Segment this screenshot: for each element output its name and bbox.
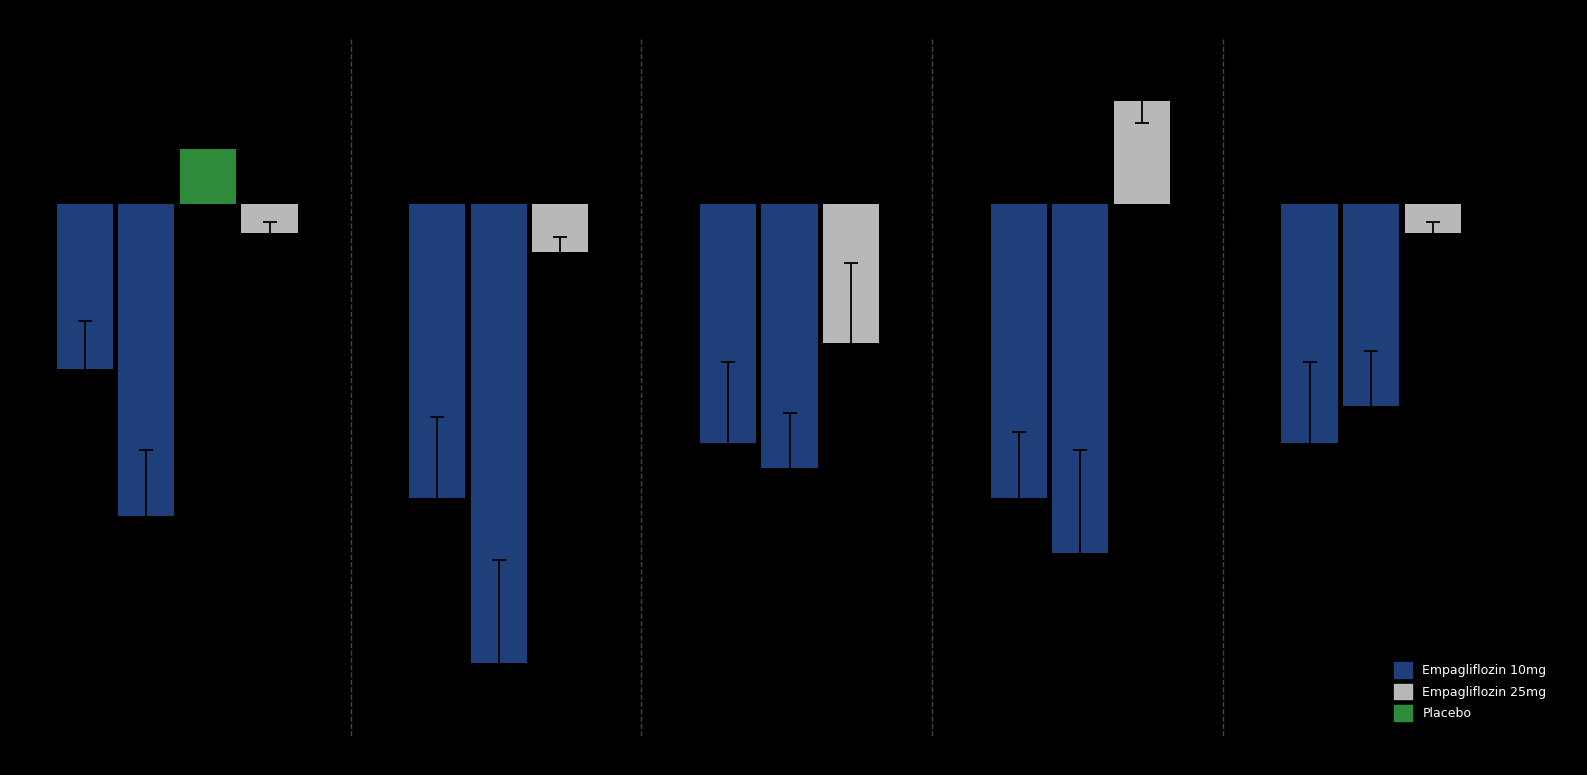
Bar [57, 204, 113, 369]
Bar [1114, 102, 1170, 204]
Bar [762, 204, 817, 468]
Bar [700, 204, 755, 443]
Bar [1052, 204, 1108, 553]
Bar [1343, 204, 1400, 406]
Legend: Empagliflozin 10mg, Empagliflozin 25mg, Placebo: Empagliflozin 10mg, Empagliflozin 25mg, … [1389, 657, 1552, 725]
Bar [532, 204, 589, 252]
Bar [1281, 204, 1338, 443]
Bar [824, 204, 879, 343]
Bar [990, 204, 1047, 498]
Bar [117, 204, 175, 516]
Bar [1404, 204, 1462, 233]
Bar [409, 204, 465, 498]
Bar [471, 204, 527, 663]
Bar [179, 149, 236, 204]
Bar [241, 204, 298, 233]
